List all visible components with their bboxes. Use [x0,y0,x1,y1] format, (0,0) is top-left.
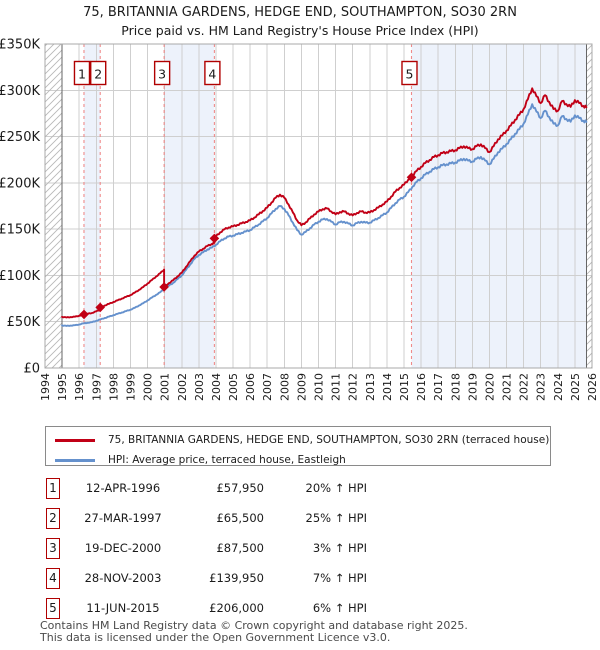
svg-text:2: 2 [94,67,102,82]
sale-row: 4 28-NOV-2003 £139,950 7% ↑ HPI [46,563,386,593]
sale-row: 2 27-MAR-1997 £65,500 25% ↑ HPI [46,503,386,533]
page-subtitle: Price paid vs. HM Land Registry's House … [121,23,479,38]
legend-label-hpi: HPI: Average price, terraced house, East… [108,454,346,466]
sale-row: 1 12-APR-1996 £57,950 20% ↑ HPI [46,473,386,503]
svg-text:2001: 2001 [159,373,172,401]
svg-text:1999: 1999 [125,373,138,401]
svg-text:£350K: £350K [0,38,40,53]
svg-text:2009: 2009 [295,373,308,401]
sales-table: 1 12-APR-1996 £57,950 20% ↑ HPI 2 27-MAR… [46,473,386,623]
svg-text:2021: 2021 [501,373,514,401]
svg-text:1995: 1995 [56,373,69,401]
sale-date: 12-APR-1996 [85,481,161,495]
svg-text:2022: 2022 [518,373,531,401]
svg-text:3: 3 [158,67,166,82]
sale-number-badge: 1 [46,477,60,499]
sale-hpi-delta: 6% ↑ HPI [312,601,367,615]
svg-text:2004: 2004 [210,373,223,401]
svg-text:2012: 2012 [347,373,360,401]
sale-hpi-delta: 20% ↑ HPI [305,481,367,495]
sale-price: £206,000 [209,601,264,615]
sale-number-badge: 3 [46,537,60,559]
svg-text:2006: 2006 [244,373,257,401]
svg-text:2000: 2000 [142,373,155,401]
svg-text:2020: 2020 [483,373,496,401]
svg-text:£150K: £150K [0,223,40,238]
svg-text:2018: 2018 [449,373,462,401]
sale-number-badge: 4 [46,567,60,589]
svg-text:2014: 2014 [381,373,394,401]
sale-price: £65,500 [216,511,264,525]
price-chart: 1 2 3 4 5 £0 £50K £100K £150K £200K £250K £300K £350… [0,38,599,402]
sale-row: 5 11-JUN-2015 £206,000 6% ↑ HPI [46,593,386,623]
property-line-swatch-icon [55,438,95,442]
sale-date: 11-JUN-2015 [86,601,160,615]
svg-text:5: 5 [406,67,414,82]
sale-hpi-delta: 3% ↑ HPI [312,541,367,555]
svg-text:£200K: £200K [0,176,40,191]
hpi-line-swatch-icon [55,458,95,462]
sale-price: £139,950 [209,571,264,585]
svg-text:2005: 2005 [227,373,240,401]
svg-text:1: 1 [78,67,86,82]
svg-text:4: 4 [208,67,216,82]
svg-text:2015: 2015 [398,373,411,401]
svg-text:£0: £0 [23,362,40,377]
svg-text:£100K: £100K [0,269,40,284]
svg-text:£300K: £300K [0,84,40,99]
svg-text:2002: 2002 [176,373,189,401]
sale-number-badge: 2 [46,507,60,529]
svg-text:1998: 1998 [107,373,120,401]
svg-text:2013: 2013 [364,373,377,401]
legend-box: 75, BRITANNIA GARDENS, HEDGE END, SOUTHA… [45,426,551,466]
svg-text:2026: 2026 [586,373,599,401]
sale-date: 19-DEC-2000 [84,541,162,555]
svg-text:2010: 2010 [313,373,326,401]
svg-text:2019: 2019 [466,373,479,401]
svg-text:1996: 1996 [73,373,86,401]
sale-price: £87,500 [216,541,264,555]
license-note: Contains HM Land Registry data © Crown c… [40,620,468,644]
sale-number-badge: 5 [46,597,60,619]
svg-text:£50K: £50K [7,315,41,330]
license-line-1: Contains HM Land Registry data © Crown c… [40,619,468,632]
svg-text:£250K: £250K [0,130,40,145]
svg-text:2008: 2008 [278,373,291,401]
sale-price: £57,950 [216,481,264,495]
sale-hpi-delta: 25% ↑ HPI [305,511,367,525]
svg-text:2007: 2007 [261,373,274,401]
sale-date: 27-MAR-1997 [84,511,162,525]
svg-text:2011: 2011 [330,373,343,401]
license-line-2: This data is licensed under the Open Gov… [40,631,391,644]
svg-text:2023: 2023 [535,373,548,401]
sale-row: 3 19-DEC-2000 £87,500 3% ↑ HPI [46,533,386,563]
svg-text:2017: 2017 [432,373,445,401]
legend-item-hpi: HPI: Average price, terraced house, East… [46,451,550,469]
svg-text:1997: 1997 [90,373,103,401]
sale-date: 28-NOV-2003 [84,571,162,585]
svg-text:1994: 1994 [39,373,52,401]
page-title: 75, BRITANNIA GARDENS, HEDGE END, SOUTHA… [83,5,517,20]
svg-text:2016: 2016 [415,373,428,401]
svg-text:2003: 2003 [193,373,206,401]
svg-text:2025: 2025 [569,373,582,401]
legend-label-property: 75, BRITANNIA GARDENS, HEDGE END, SOUTHA… [108,434,550,446]
sale-hpi-delta: 7% ↑ HPI [312,571,367,585]
legend-item-property: 75, BRITANNIA GARDENS, HEDGE END, SOUTHA… [46,431,550,449]
svg-text:2024: 2024 [552,373,565,401]
